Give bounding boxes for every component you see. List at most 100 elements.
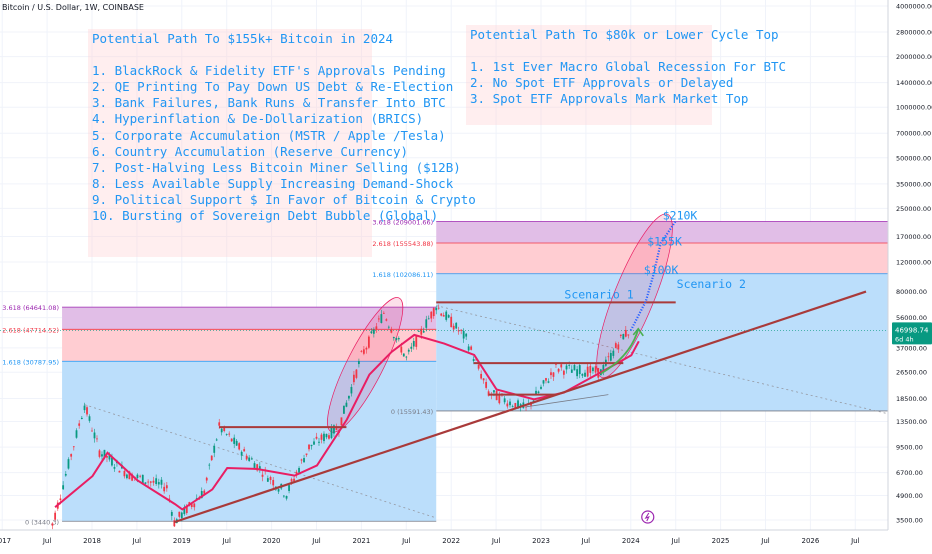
minor-trend-line [525,394,609,408]
candle-body [624,329,627,337]
candle-body [245,455,248,460]
candle-body [397,338,400,340]
candle-body [149,481,152,483]
candle-body [576,369,578,377]
x-tick-label: Jul [850,537,860,545]
candle-body [210,455,213,461]
bull-case-item: 9. Political Support $ In Favor of Bitco… [92,191,476,207]
candle-body [445,311,448,320]
candle-body [238,443,241,450]
candle-body [586,366,589,377]
y-tick-label: 4000000.00 [896,3,932,11]
candle-body [348,395,350,399]
candle-body [619,334,622,336]
candle-body [506,403,509,407]
x-tick-label: 2022 [442,537,460,545]
candle-body [152,480,155,483]
scenario-2-label: Scenario 2 [677,277,746,291]
candle-body [612,350,615,356]
x-tick-label: Jul [132,537,142,545]
bull-case-note: Potential Path To $155k+ Bitcoin in 2024… [88,29,476,257]
candle-body [147,481,150,483]
candle-body [320,434,323,440]
candle-body [360,350,363,352]
candle-body [128,471,131,480]
candle-body [511,406,514,408]
candle-body [362,349,365,354]
candle-body [183,507,186,515]
candle-body [382,312,385,314]
candle-body [83,405,86,411]
y-tick-label: 26500.00 [896,369,927,377]
candle-body [470,346,473,350]
candle-body [432,308,435,317]
bull-case-item: 1. BlackRock & Fidelity ETF's Approvals … [92,63,446,79]
y-tick-label: 2800000.00 [896,29,932,37]
candle-body [261,474,264,477]
candle-body [540,386,542,389]
fib-level-label: 0 (15591.43) [391,408,433,416]
candle-body [157,482,160,485]
candle-body [308,444,310,450]
candle-body [228,433,231,435]
candle-body [203,490,206,494]
x-tick-label: Jul [311,537,321,545]
target-100k-label: $100K [644,263,679,277]
bull-case-item: 10. Bursting of Sovereign Debt Bubble (G… [92,208,439,224]
candle-body [390,329,393,333]
candle-body [313,441,315,445]
candle-body [367,336,370,348]
candle-body [272,479,275,486]
y-tick-label: 80000.00 [896,288,927,296]
x-tick-label: Jul [491,537,501,545]
candle-body [285,495,288,499]
candle-body [330,426,333,439]
candle-body [170,511,173,516]
candle-body [225,433,228,435]
candle-body [440,313,443,316]
y-tick-label: 37000.00 [896,344,927,352]
candle-body [51,523,54,526]
candle-body [335,427,338,430]
lightning-icon [644,512,650,522]
candle-body [190,504,193,507]
candle-body [425,319,428,328]
candle-body [215,439,218,441]
candle-body [627,334,630,336]
candle-body [220,428,223,433]
candle-body [213,445,216,453]
candle-body [106,456,108,458]
candle-body [266,478,269,482]
candle-body [395,337,398,341]
candle-body [607,356,610,358]
candle-body [622,334,625,340]
candle-body [200,491,203,499]
candle-body [240,451,243,456]
x-tick-label: 2026 [801,537,819,545]
candle-body [537,391,540,394]
candle-body [253,463,256,470]
candle-body [557,368,560,372]
candle-body [323,433,325,442]
x-tick-label: 2021 [352,537,370,545]
x-tick-label: 2019 [173,537,191,545]
candle-body [78,423,81,426]
candle-body [54,512,57,520]
y-tick-label: 120000.00 [896,258,931,266]
candle-body [233,437,236,444]
price-axis-background [888,0,932,550]
candle-body [75,430,78,438]
x-tick-label: Jul [581,537,591,545]
x-tick-label: Jul [670,537,680,545]
candle-body [91,430,93,432]
candles [46,304,630,546]
candle-body [442,315,445,317]
candle-body [427,318,430,320]
candle-body [472,359,475,361]
bull-case-item: 6. Country Accumulation (Reserve Currenc… [92,143,409,159]
x-tick-label: Jul [401,537,411,545]
candle-body [288,485,290,491]
candle-body [420,328,423,335]
